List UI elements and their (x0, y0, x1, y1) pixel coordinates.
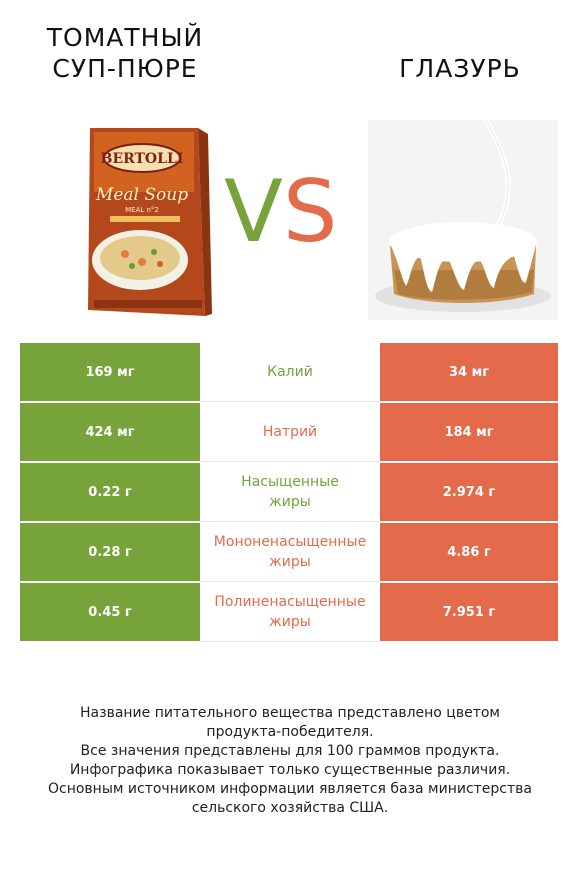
row-divider (200, 461, 380, 462)
glazed-cake-image (368, 118, 558, 320)
left-product-title: ТОМАТНЫЙ СУП-ПЮРЕ (30, 22, 220, 84)
soup-box-image: BERTOLLI Meal Soup MEAL n°2 (80, 120, 215, 320)
right-product-title: ГЛАЗУРЬ (399, 54, 521, 83)
left-title-line1: ТОМАТНЫЙ (46, 23, 204, 52)
nutrient-row-polyunsaturated-fat: 0.45 г Полиненасыщенные жиры 7.951 г (20, 583, 558, 642)
nutrient-label-monounsaturated-fat: Мононенасыщенные жиры (213, 534, 367, 570)
footer-line: Инфографика показывает только существенн… (69, 762, 511, 778)
right-value-saturated-fat: 2.974 г (380, 463, 558, 521)
row-divider (200, 521, 380, 522)
nutrient-row-saturated-fat: 0.22 г Насыщенные жиры 2.974 г (20, 463, 558, 522)
left-value-saturated-fat: 0.22 г (20, 463, 200, 521)
right-value-potassium: 34 мг (380, 343, 558, 401)
vs-s: S (282, 162, 338, 262)
footer-line: Название питательного вещества представл… (80, 705, 500, 721)
footer-line: Основным источником информации является … (48, 781, 532, 797)
footer-line: Все значения представлены для 100 граммо… (80, 743, 500, 759)
nutrient-row-potassium: 169 мг Калий 34 мг (20, 343, 558, 402)
left-value-potassium: 169 мг (20, 343, 200, 401)
nutrient-label-potassium: Калий (267, 364, 313, 380)
right-value-monounsaturated-fat: 4.86 г (380, 523, 558, 581)
left-title-line2: СУП-ПЮРЕ (52, 54, 198, 83)
nutrient-label-sodium: Натрий (262, 424, 318, 440)
row-divider (200, 641, 380, 642)
box-sub-text: MEAL n°2 (125, 206, 159, 214)
left-value-sodium: 424 мг (20, 403, 200, 461)
nutrient-row-monounsaturated-fat: 0.28 г Мононенасыщенные жиры 4.86 г (20, 523, 558, 582)
left-value-polyunsaturated-fat: 0.45 г (20, 583, 200, 641)
row-divider (200, 581, 380, 582)
right-value-polyunsaturated-fat: 7.951 г (380, 583, 558, 641)
box-brand-text: BERTOLLI (101, 151, 184, 167)
footer-line: сельского хозяйства США. (191, 800, 389, 816)
nutrient-row-sodium: 424 мг Натрий 184 мг (20, 403, 558, 462)
box-line-text: Meal Soup (95, 185, 188, 205)
right-value-sodium: 184 мг (380, 403, 558, 461)
row-divider (200, 401, 380, 402)
footer-line: продукта-победителя. (206, 724, 374, 740)
vs-label: VS (224, 162, 337, 262)
nutrient-label-polyunsaturated-fat: Полиненасыщенные жиры (214, 594, 366, 630)
vs-v: V (224, 162, 283, 262)
footer-notes: Название питательного вещества представл… (20, 704, 560, 818)
left-value-monounsaturated-fat: 0.28 г (20, 523, 200, 581)
nutrient-label-saturated-fat: Насыщенные жиры (241, 474, 339, 510)
